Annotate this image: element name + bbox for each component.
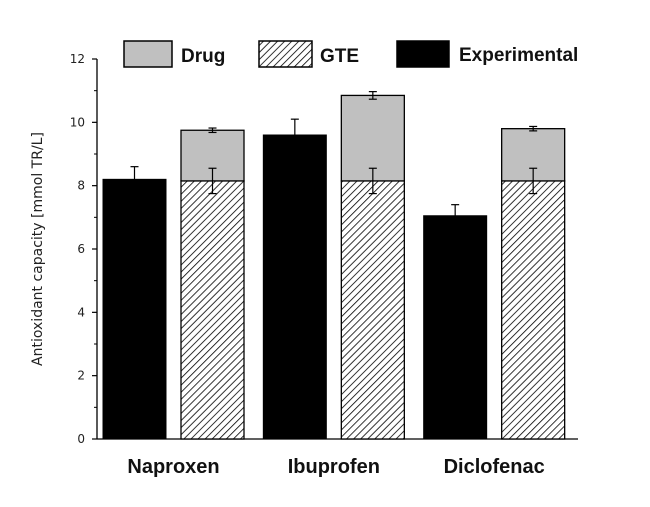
y-tick-label: 10 <box>70 115 85 129</box>
y-tick-label: 4 <box>77 305 85 319</box>
y-tick-label: 8 <box>77 179 85 193</box>
y-tick-label: 2 <box>77 369 85 383</box>
bar-gte <box>501 180 566 440</box>
bar-experimental <box>423 215 488 440</box>
plot-area: 0 2 4 6 8 10 12 Naproxen Ibuprofen Diclofenac <box>70 52 578 478</box>
legend-label-gte: GTE <box>320 46 359 67</box>
legend-label-experimental: Experimental <box>459 45 578 66</box>
bar-experimental <box>102 178 167 440</box>
legend-swatch-gte <box>258 40 313 68</box>
y-tick-label: 6 <box>77 242 85 256</box>
bar-gte <box>340 180 405 440</box>
legend-swatch-drug <box>123 40 173 68</box>
legend-swatch-experimental <box>396 40 450 68</box>
x-category-label: Naproxen <box>127 456 219 478</box>
legend-label-drug: Drug <box>181 46 225 67</box>
bar-experimental <box>262 134 327 440</box>
y-tick-label: 12 <box>70 52 85 66</box>
bar-drug <box>340 94 405 182</box>
x-category-label: Ibuprofen <box>288 456 380 478</box>
x-category-label: Diclofenac <box>444 456 545 478</box>
bar-gte <box>180 180 245 440</box>
y-tick-label: 0 <box>77 432 85 446</box>
y-axis-title: Antioxidant capacity [mmol TR/L] <box>30 132 46 366</box>
legend: Drug GTE Experimental <box>123 40 578 68</box>
